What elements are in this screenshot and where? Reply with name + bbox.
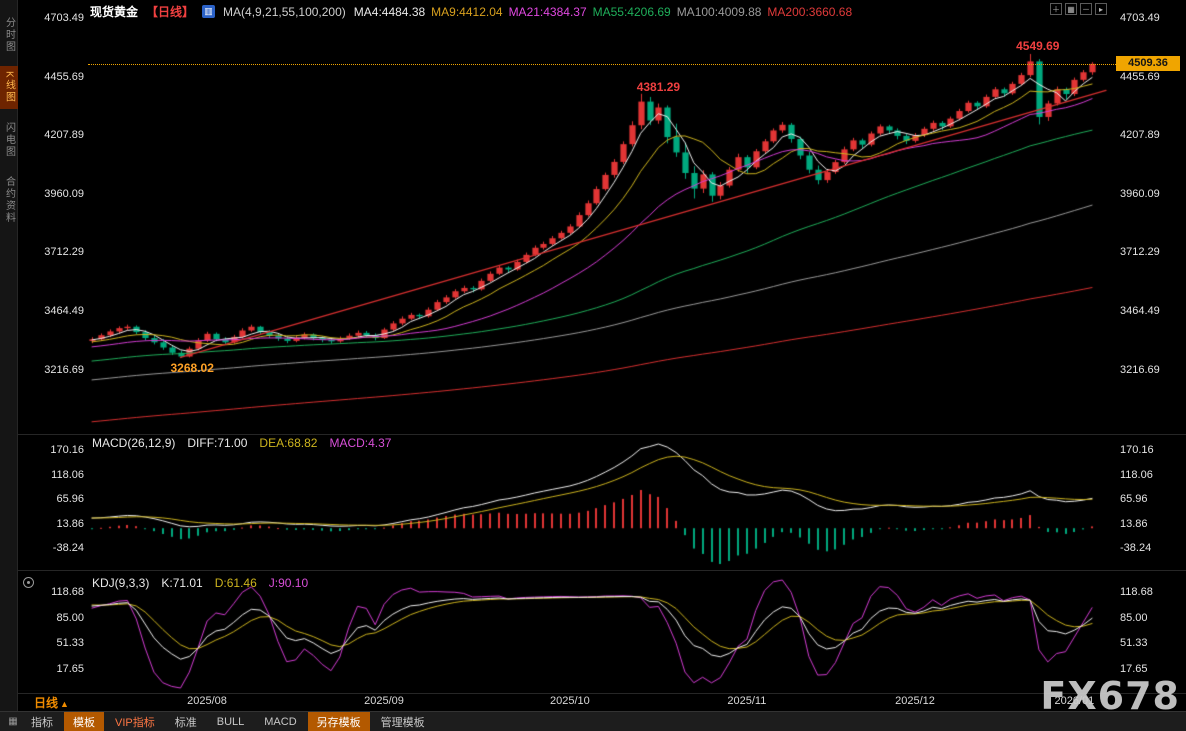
macd-diff-value: DIFF:71.00	[187, 436, 248, 450]
macd-axis-label-right-4: -38.24	[1120, 542, 1152, 554]
ma-settings-label[interactable]: MA(4,9,21,55,100,200)	[223, 4, 346, 19]
macd-axis-label-right-0: 170.16	[1120, 444, 1154, 456]
price-axis-label-right-0: 4703.49	[1120, 12, 1160, 24]
month-label-2: 2025/10	[550, 695, 590, 707]
period-tag: 【日线】	[146, 5, 195, 19]
ma-value-label-2: MA21:4384.37	[508, 4, 587, 19]
tab-macd[interactable]: MACD	[264, 715, 297, 728]
sidebar-tab-contract-info[interactable]: 合约资料	[3, 175, 15, 224]
tab-bull[interactable]: BULL	[216, 715, 245, 728]
ma-value-label-5: MA200:3660.68	[767, 4, 853, 19]
month-label-5: 2026/01	[1054, 695, 1095, 707]
macd-axis-label-left-4: -38.24	[52, 542, 84, 554]
ma-value-label-3: MA55:4206.69	[592, 4, 671, 19]
kdj-axis-label-right-3: 17.65	[1120, 663, 1148, 675]
price-axis-label-left-0: 4703.49	[44, 12, 84, 24]
macd-hist-value: MACD:4.37	[329, 436, 392, 450]
kdj-k-value: K:71.01	[161, 576, 203, 590]
month-label-0: 2025/08	[187, 695, 227, 707]
kdj-axis-label-left-1: 85.00	[56, 611, 84, 624]
price-axis-label-left-4: 3712.29	[44, 246, 84, 259]
price-axis-label-left-2: 4207.89	[44, 129, 84, 142]
kdj-axis-label-right-0: 118.68	[1120, 586, 1153, 598]
kdj-axis-label-left-0: 118.68	[51, 586, 84, 598]
expand-icon[interactable]: ▸	[1095, 3, 1107, 15]
macd-dea-value: DEA:68.82	[259, 436, 318, 450]
ma-value-label-4: MA100:4009.88	[676, 4, 762, 19]
tab-save-template[interactable]: 另存模板	[307, 711, 370, 731]
kdj-axis-label-left-3: 17.65	[56, 663, 84, 675]
kdj-d-value: D:61.46	[214, 576, 257, 590]
tab-indicators[interactable]: 指标	[31, 716, 53, 729]
macd-axis-label-left-3: 13.86	[56, 517, 84, 530]
price-axis-label-left-5: 3464.49	[44, 304, 84, 317]
price-annotation-0: 4549.69	[1016, 39, 1060, 54]
current-price-line	[88, 64, 1118, 65]
kdj-j-value: J:90.10	[268, 576, 309, 590]
zoom-in-icon[interactable]: ＋	[1050, 3, 1062, 15]
chart-style-icon[interactable]: ▥	[202, 5, 216, 18]
sidebar-tab-kline[interactable]: K线图	[0, 66, 18, 109]
kdj-axis-label-right-2: 51.33	[1120, 637, 1148, 650]
price-annotation-2: 3268.02	[170, 361, 214, 376]
ma-value-label-1: MA9:4412.04	[431, 4, 503, 19]
ma-value-label-0: MA4:4484.38	[353, 4, 426, 19]
sidebar-tab-lightning[interactable]: 闪电图	[3, 121, 15, 158]
sidebar-tab-timeshare[interactable]: 分时图	[3, 17, 15, 53]
price-annotation-1: 4381.29	[636, 80, 681, 95]
tab-standard[interactable]: 标准	[174, 716, 197, 729]
period-selector[interactable]: 日线 ▲	[34, 694, 69, 711]
price-axis-label-right-3: 3960.09	[1120, 187, 1160, 200]
macd-axis-label-right-1: 118.06	[1120, 468, 1153, 481]
tab-template[interactable]: 模板	[64, 711, 104, 731]
indicator-list-icon[interactable]: ▦	[8, 715, 18, 727]
kdj-header: KDJ(9,3,3) K:71.01 D:61.46 J:90.10	[92, 576, 308, 590]
macd-title[interactable]: MACD(26,12,9)	[92, 436, 176, 450]
macd-axis-label-left-0: 170.16	[50, 444, 84, 456]
symbol-name[interactable]: 现货黄金	[90, 5, 139, 19]
kdj-axis-label-left-2: 51.33	[56, 637, 84, 650]
macd-axis-label-right-2: 65.96	[1120, 493, 1148, 505]
chart-canvas[interactable]	[0, 0, 1186, 712]
kdj-title[interactable]: KDJ(9,3,3)	[92, 576, 150, 590]
current-price-badge: 4509.36	[1116, 56, 1180, 71]
price-axis-label-right-1: 4455.69	[1120, 70, 1160, 83]
panel-grid-icon[interactable]: ▦	[1065, 3, 1077, 15]
ma-values-group: MA4:4484.38 MA9:4412.04 MA21:4384.37 MA55:4…	[354, 5, 858, 19]
watermark: FX678	[1040, 674, 1180, 718]
price-axis-label-right-4: 3712.29	[1120, 246, 1160, 259]
chart-corner-controls: ＋ ▦ － ▸	[1050, 3, 1107, 15]
price-axis-label-left-6: 3216.69	[44, 363, 84, 376]
price-axis-label-right-6: 3216.69	[1120, 363, 1160, 376]
kdj-settings-icon[interactable]	[23, 577, 34, 588]
macd-axis-label-left-2: 65.96	[56, 493, 84, 505]
price-axis-label-left-1: 4455.69	[44, 70, 84, 83]
price-axis-label-left-3: 3960.09	[44, 187, 84, 200]
macd-header: MACD(26,12,9) DIFF:71.00 DEA:68.82 MACD:…	[92, 436, 391, 450]
bottom-toolbar: ▦ 指标 模板 VIP指标 标准 BULL MACD 另存模板 管理模板	[0, 711, 1186, 731]
month-label-4: 2025/12	[895, 695, 935, 707]
price-axis-label-right-5: 3464.49	[1120, 304, 1160, 317]
macd-axis-label-right-3: 13.86	[1120, 517, 1148, 530]
macd-axis-label-left-1: 118.06	[51, 468, 84, 481]
left-sidebar: 分时图 K线图 闪电图 合约资料	[0, 0, 18, 711]
topbar: 现货黄金 【日线】 ▥ MA(4,9,21,55,100,200) MA4:44…	[90, 3, 858, 20]
month-label-3: 2025/11	[727, 695, 767, 707]
tab-vip-indicators[interactable]: VIP指标	[115, 716, 155, 729]
price-axis-label-right-2: 4207.89	[1120, 129, 1160, 142]
month-label-1: 2025/09	[364, 695, 404, 707]
panel-divider-2	[0, 570, 1186, 571]
tab-manage-template[interactable]: 管理模板	[380, 716, 425, 729]
kdj-axis-label-right-1: 85.00	[1120, 611, 1148, 624]
panel-divider-3	[0, 693, 1186, 694]
panel-divider-1	[0, 434, 1186, 435]
period-selector-label: 日线	[34, 696, 59, 710]
caret-up-icon: ▲	[60, 699, 69, 709]
zoom-out-icon[interactable]: －	[1080, 3, 1092, 15]
